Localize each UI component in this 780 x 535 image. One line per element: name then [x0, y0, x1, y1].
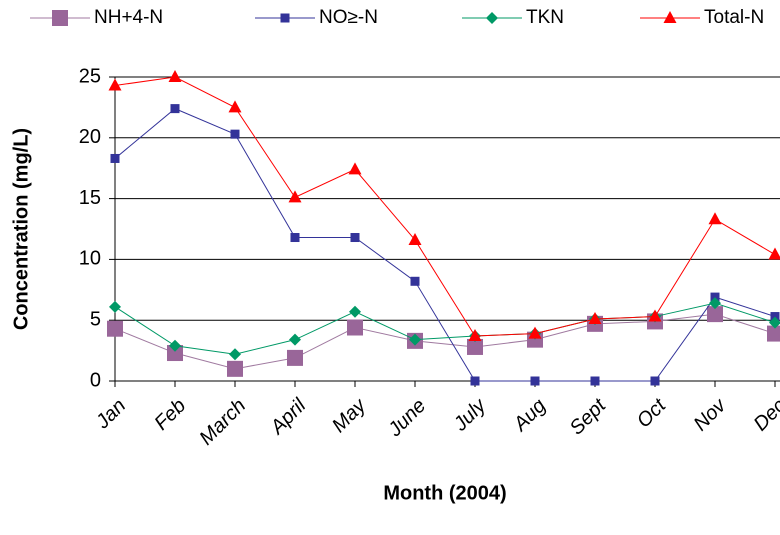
series	[108, 70, 780, 342]
x-tick-label: April	[266, 394, 311, 439]
x-tick-label: Dec	[750, 395, 780, 436]
legend-label: NH+4-N	[94, 7, 163, 28]
point	[169, 339, 181, 352]
point	[770, 312, 780, 322]
point	[650, 376, 660, 386]
x-tick-label: June	[383, 395, 430, 442]
point	[709, 297, 721, 310]
point	[588, 311, 602, 324]
x-tick-label: Jan	[91, 395, 130, 434]
point	[350, 233, 360, 243]
point	[408, 232, 422, 245]
x-tick-label: July	[449, 394, 491, 436]
y-tick-label: 20	[79, 126, 101, 148]
legend-label: Total-N	[704, 7, 764, 28]
point	[470, 376, 480, 386]
series	[107, 306, 780, 377]
point	[707, 306, 723, 323]
series-line	[114, 313, 776, 370]
point	[290, 233, 300, 243]
series	[110, 104, 780, 386]
point	[170, 104, 180, 114]
legend-item: TKN	[462, 7, 564, 28]
legend-item: NH+4-N	[30, 7, 163, 28]
y-tick-label: 10	[79, 248, 101, 270]
point	[409, 333, 421, 346]
x-tick-label: Feb	[150, 395, 190, 435]
legend-marker	[52, 10, 68, 26]
legend-marker	[663, 11, 677, 23]
point	[528, 326, 542, 339]
point	[289, 333, 301, 346]
point	[168, 70, 182, 82]
legend-marker	[486, 12, 498, 24]
point	[347, 319, 363, 336]
y-tick-label: 0	[90, 369, 101, 391]
legend-label: NO≥-N	[319, 7, 378, 28]
point	[710, 292, 720, 302]
point	[108, 78, 122, 91]
point	[227, 360, 243, 377]
point	[167, 345, 183, 362]
x-tick-label: March	[195, 395, 250, 450]
x-tick-label: Sept	[566, 394, 612, 440]
point	[109, 300, 121, 313]
series-line	[114, 108, 776, 382]
point	[767, 325, 780, 342]
point	[348, 162, 362, 175]
x-tick-label: Aug	[509, 395, 550, 436]
point	[467, 338, 483, 355]
point	[107, 320, 123, 337]
point	[530, 376, 540, 386]
point	[110, 153, 120, 163]
x-tick-label: Oct	[633, 394, 672, 433]
point	[228, 100, 242, 113]
y-tick-label: 5	[90, 308, 101, 330]
point	[468, 329, 482, 342]
x-tick-label: May	[328, 394, 371, 437]
y-tick-label: 15	[79, 187, 101, 209]
legend-item: Total-N	[640, 7, 764, 28]
series	[109, 297, 780, 361]
x-axis-title: Month (2004)	[383, 482, 506, 504]
point	[768, 247, 780, 260]
point	[349, 305, 361, 318]
legend-marker	[280, 13, 290, 23]
point	[229, 348, 241, 361]
series-line	[114, 302, 776, 355]
point	[708, 212, 722, 225]
y-tick-label: 25	[79, 65, 101, 87]
point	[410, 276, 420, 286]
point	[288, 190, 302, 203]
point	[230, 129, 240, 139]
point	[590, 376, 600, 386]
x-tick-label: Nov	[690, 394, 731, 435]
legend-item: NO≥-N	[255, 7, 378, 28]
point	[287, 349, 303, 366]
legend-label: TKN	[526, 7, 564, 28]
series-line	[114, 76, 776, 337]
point	[648, 309, 662, 322]
point	[769, 316, 780, 329]
y-axis-title: Concentration (mg/L)	[10, 128, 32, 330]
